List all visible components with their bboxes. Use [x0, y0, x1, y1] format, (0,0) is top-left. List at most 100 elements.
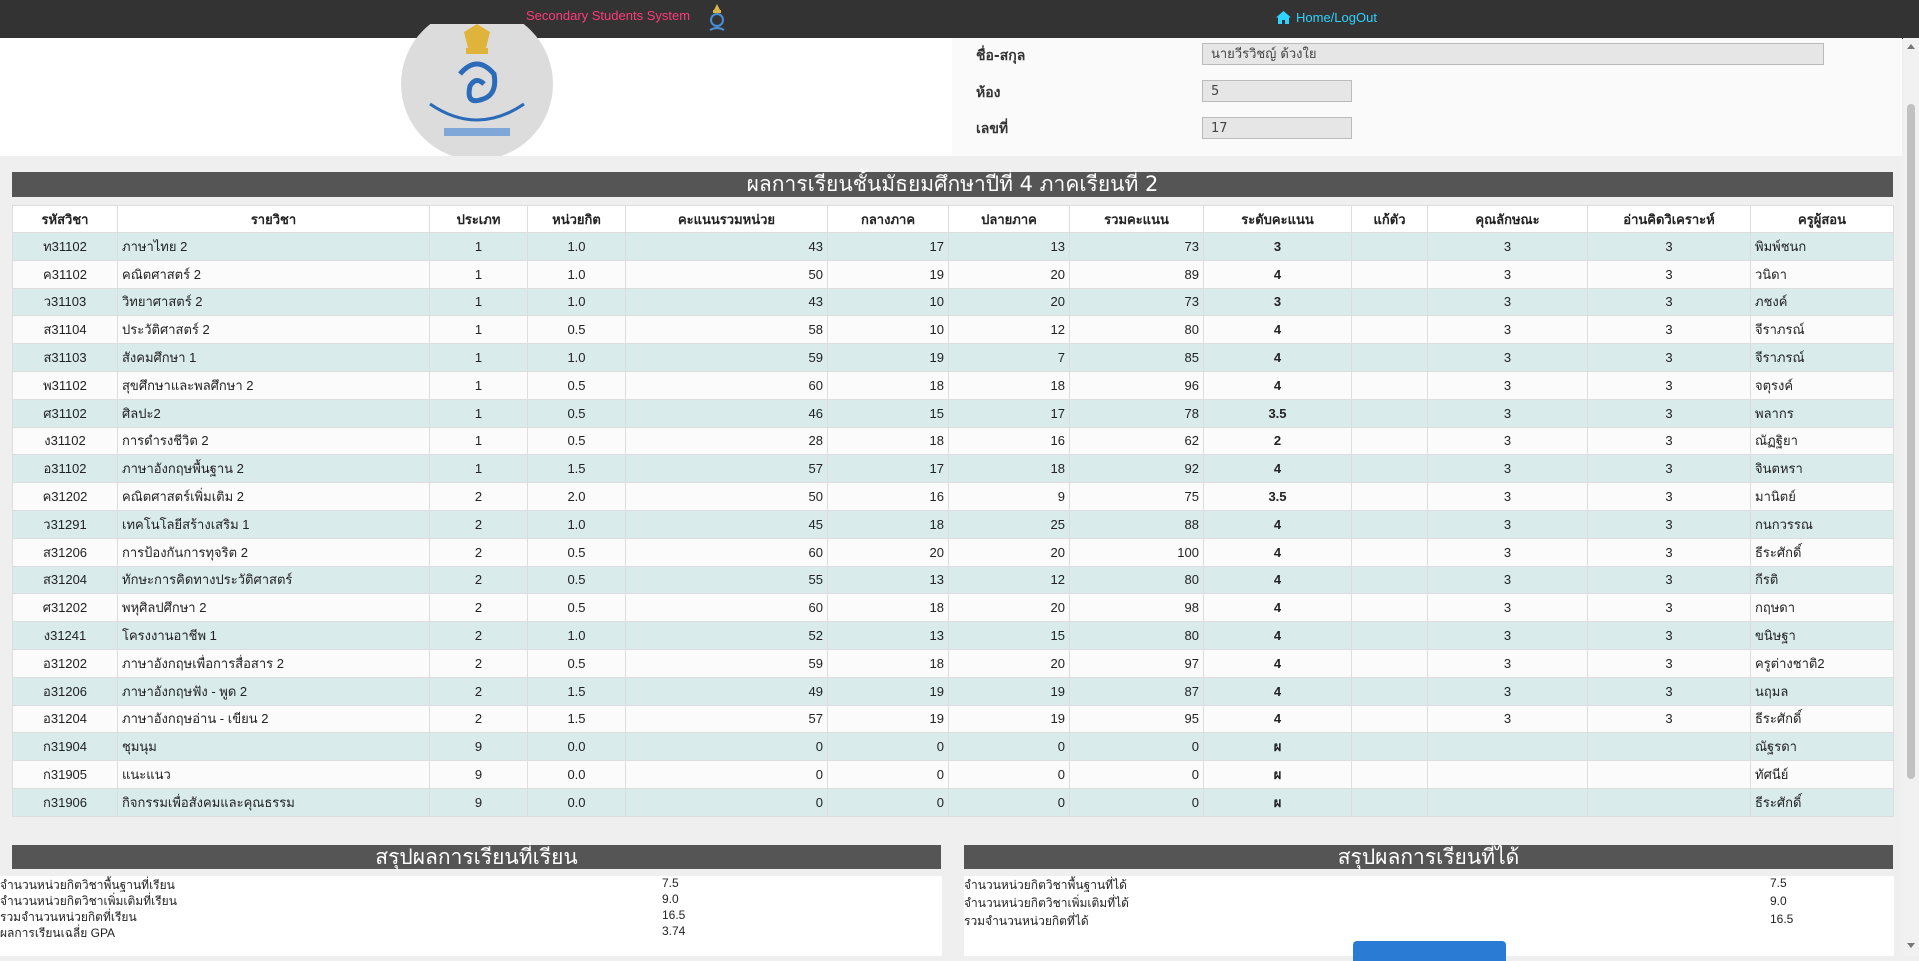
- cell-final: 19: [948, 704, 1070, 734]
- cell-grade: 4: [1203, 343, 1352, 372]
- header-col-reading: อ่านคิดวิเคราะห์: [1587, 205, 1751, 233]
- cell-unit-score: 0: [625, 760, 828, 789]
- table-row: ส31103 สังคมศึกษา 1 1 1.0 59 19 7 85 4 3 3 จีราภรณ์: [12, 343, 1894, 372]
- home-logout-link[interactable]: Home/LogOut: [1276, 10, 1377, 25]
- cell-midterm: 17: [827, 232, 949, 261]
- top-navbar: Secondary Students System Home/LogOut: [0, 0, 1919, 39]
- cell-retake: [1351, 482, 1428, 511]
- cell-attribute: 3: [1427, 398, 1588, 428]
- cell-credit: 2.0: [527, 482, 626, 511]
- cell-subject: ภาษาอังกฤษอ่าน - เขียน 2: [117, 704, 430, 734]
- cell-teacher: ณัฏฐิยา: [1750, 426, 1894, 456]
- scroll-down-icon[interactable]: [1907, 943, 1915, 948]
- cell-subject: ภาษาไทย 2: [117, 232, 430, 261]
- cell-total: 88: [1069, 509, 1204, 539]
- cell-retake: [1351, 565, 1428, 595]
- cell-retake: [1351, 398, 1428, 428]
- cell-reading: [1587, 760, 1751, 789]
- cell-grade: 3.5: [1203, 482, 1352, 511]
- cell-type: 2: [429, 593, 528, 623]
- cell-type: 1: [429, 287, 528, 317]
- cell-attribute: 3: [1427, 287, 1588, 317]
- cell-retake: [1351, 232, 1428, 261]
- cell-grade: 4: [1203, 676, 1352, 706]
- cell-type: 1: [429, 315, 528, 345]
- cell-attribute: 3: [1427, 482, 1588, 511]
- summary-label: จำนวนหน่วยกิตวิชาเพิ่มเติมที่เรียน: [0, 894, 177, 908]
- summary-value: 16.5: [1770, 912, 1794, 926]
- cell-type: 2: [429, 621, 528, 650]
- cell-unit-score: 50: [625, 482, 828, 511]
- cell-code: พ31102: [12, 370, 118, 400]
- cell-midterm: 0: [827, 760, 949, 789]
- cell-teacher: กนกวรรณ: [1750, 509, 1894, 539]
- cell-final: 0: [948, 760, 1070, 789]
- cell-retake: [1351, 760, 1428, 789]
- cell-midterm: 0: [827, 732, 949, 762]
- scroll-up-icon[interactable]: [1907, 44, 1915, 49]
- cell-code: ง31102: [12, 426, 118, 456]
- cell-reading: 3: [1587, 370, 1751, 400]
- cell-reading: 3: [1587, 426, 1751, 456]
- header-col-credit: หน่วยกิต: [527, 205, 626, 233]
- school-emblem-icon: [709, 4, 725, 31]
- cell-grade: 4: [1203, 704, 1352, 734]
- table-header-row: รหัสวิชา รายวิชา ประเภท หน่วยกิต คะแนนรวมหน่…: [12, 205, 1894, 233]
- table-row: พ31102 สุขศึกษาและพลศึกษา 2 1 0.5 60 18 18 96 4 3…: [12, 370, 1894, 400]
- cell-teacher: นฤมล: [1750, 676, 1894, 706]
- cell-unit-score: 60: [625, 370, 828, 400]
- cell-credit: 1.5: [527, 454, 626, 484]
- cell-type: 1: [429, 398, 528, 428]
- cell-midterm: 19: [827, 343, 949, 372]
- cell-teacher: ณัฐรดา: [1750, 732, 1894, 762]
- cell-midterm: 19: [827, 676, 949, 706]
- summary-label: รวมจำนวนหน่วยกิตที่เรียน: [0, 910, 137, 924]
- cell-subject: คณิตศาสตร์ 2: [117, 259, 430, 289]
- cell-type: 2: [429, 537, 528, 567]
- cell-code: ก31906: [12, 787, 118, 817]
- cell-final: 13: [948, 232, 1070, 261]
- header-col-code: รหัสวิชา: [12, 205, 118, 233]
- cell-attribute: [1427, 787, 1588, 817]
- cell-attribute: 3: [1427, 621, 1588, 650]
- room-field[interactable]: 5: [1202, 80, 1352, 102]
- room-label: ห้อง: [976, 85, 1001, 101]
- cell-unit-score: 49: [625, 676, 828, 706]
- cell-type: 1: [429, 259, 528, 289]
- cell-credit: 1.0: [527, 259, 626, 289]
- action-button[interactable]: [1353, 941, 1506, 961]
- cell-total: 96: [1069, 370, 1204, 400]
- number-field[interactable]: 17: [1202, 117, 1352, 139]
- page-scrollbar[interactable]: [1903, 38, 1919, 956]
- cell-credit: 0.5: [527, 315, 626, 345]
- cell-unit-score: 50: [625, 259, 828, 289]
- cell-grade: 4: [1203, 509, 1352, 539]
- cell-midterm: 0: [827, 787, 949, 817]
- cell-subject: โครงงานอาชีพ 1: [117, 621, 430, 650]
- cell-total: 0: [1069, 787, 1204, 817]
- cell-type: 2: [429, 565, 528, 595]
- cell-reading: [1587, 787, 1751, 817]
- cell-unit-score: 0: [625, 732, 828, 762]
- cell-midterm: 19: [827, 259, 949, 289]
- school-logo-icon: [401, 24, 553, 156]
- table-row: ส31104 ประวัติศาสตร์ 2 1 0.5 58 10 12 80 4 3 3 จีรา…: [12, 315, 1894, 345]
- cell-credit: 0.5: [527, 648, 626, 678]
- header-col-teacher: ครูผู้สอน: [1750, 205, 1894, 233]
- cell-subject: สุขศึกษาและพลศึกษา 2: [117, 370, 430, 400]
- brand-title[interactable]: Secondary Students System: [526, 8, 691, 23]
- cell-total: 78: [1069, 398, 1204, 428]
- summary-label: ผลการเรียนเฉลี่ย GPA: [0, 926, 116, 940]
- cell-reading: 3: [1587, 398, 1751, 428]
- scroll-thumb[interactable]: [1907, 104, 1915, 779]
- table-row: ก31906 กิจกรรมเพื่อสังคมและคุณธรรม 9 0.0 0 0 0…: [12, 787, 1894, 817]
- cell-credit: 0.0: [527, 760, 626, 789]
- table-row: ง31102 การดำรงชีวิต 2 1 0.5 28 18 16 62 2 3 3 ณัฏฐิ…: [12, 426, 1894, 456]
- name-field[interactable]: นายวีรวิชญ์ ด้วงใย: [1202, 43, 1824, 65]
- cell-reading: 3: [1587, 648, 1751, 678]
- number-label: เลขที่: [976, 121, 1009, 137]
- cell-grade: 4: [1203, 370, 1352, 400]
- cell-grade: 3: [1203, 287, 1352, 317]
- cell-type: 1: [429, 343, 528, 372]
- cell-midterm: 10: [827, 287, 949, 317]
